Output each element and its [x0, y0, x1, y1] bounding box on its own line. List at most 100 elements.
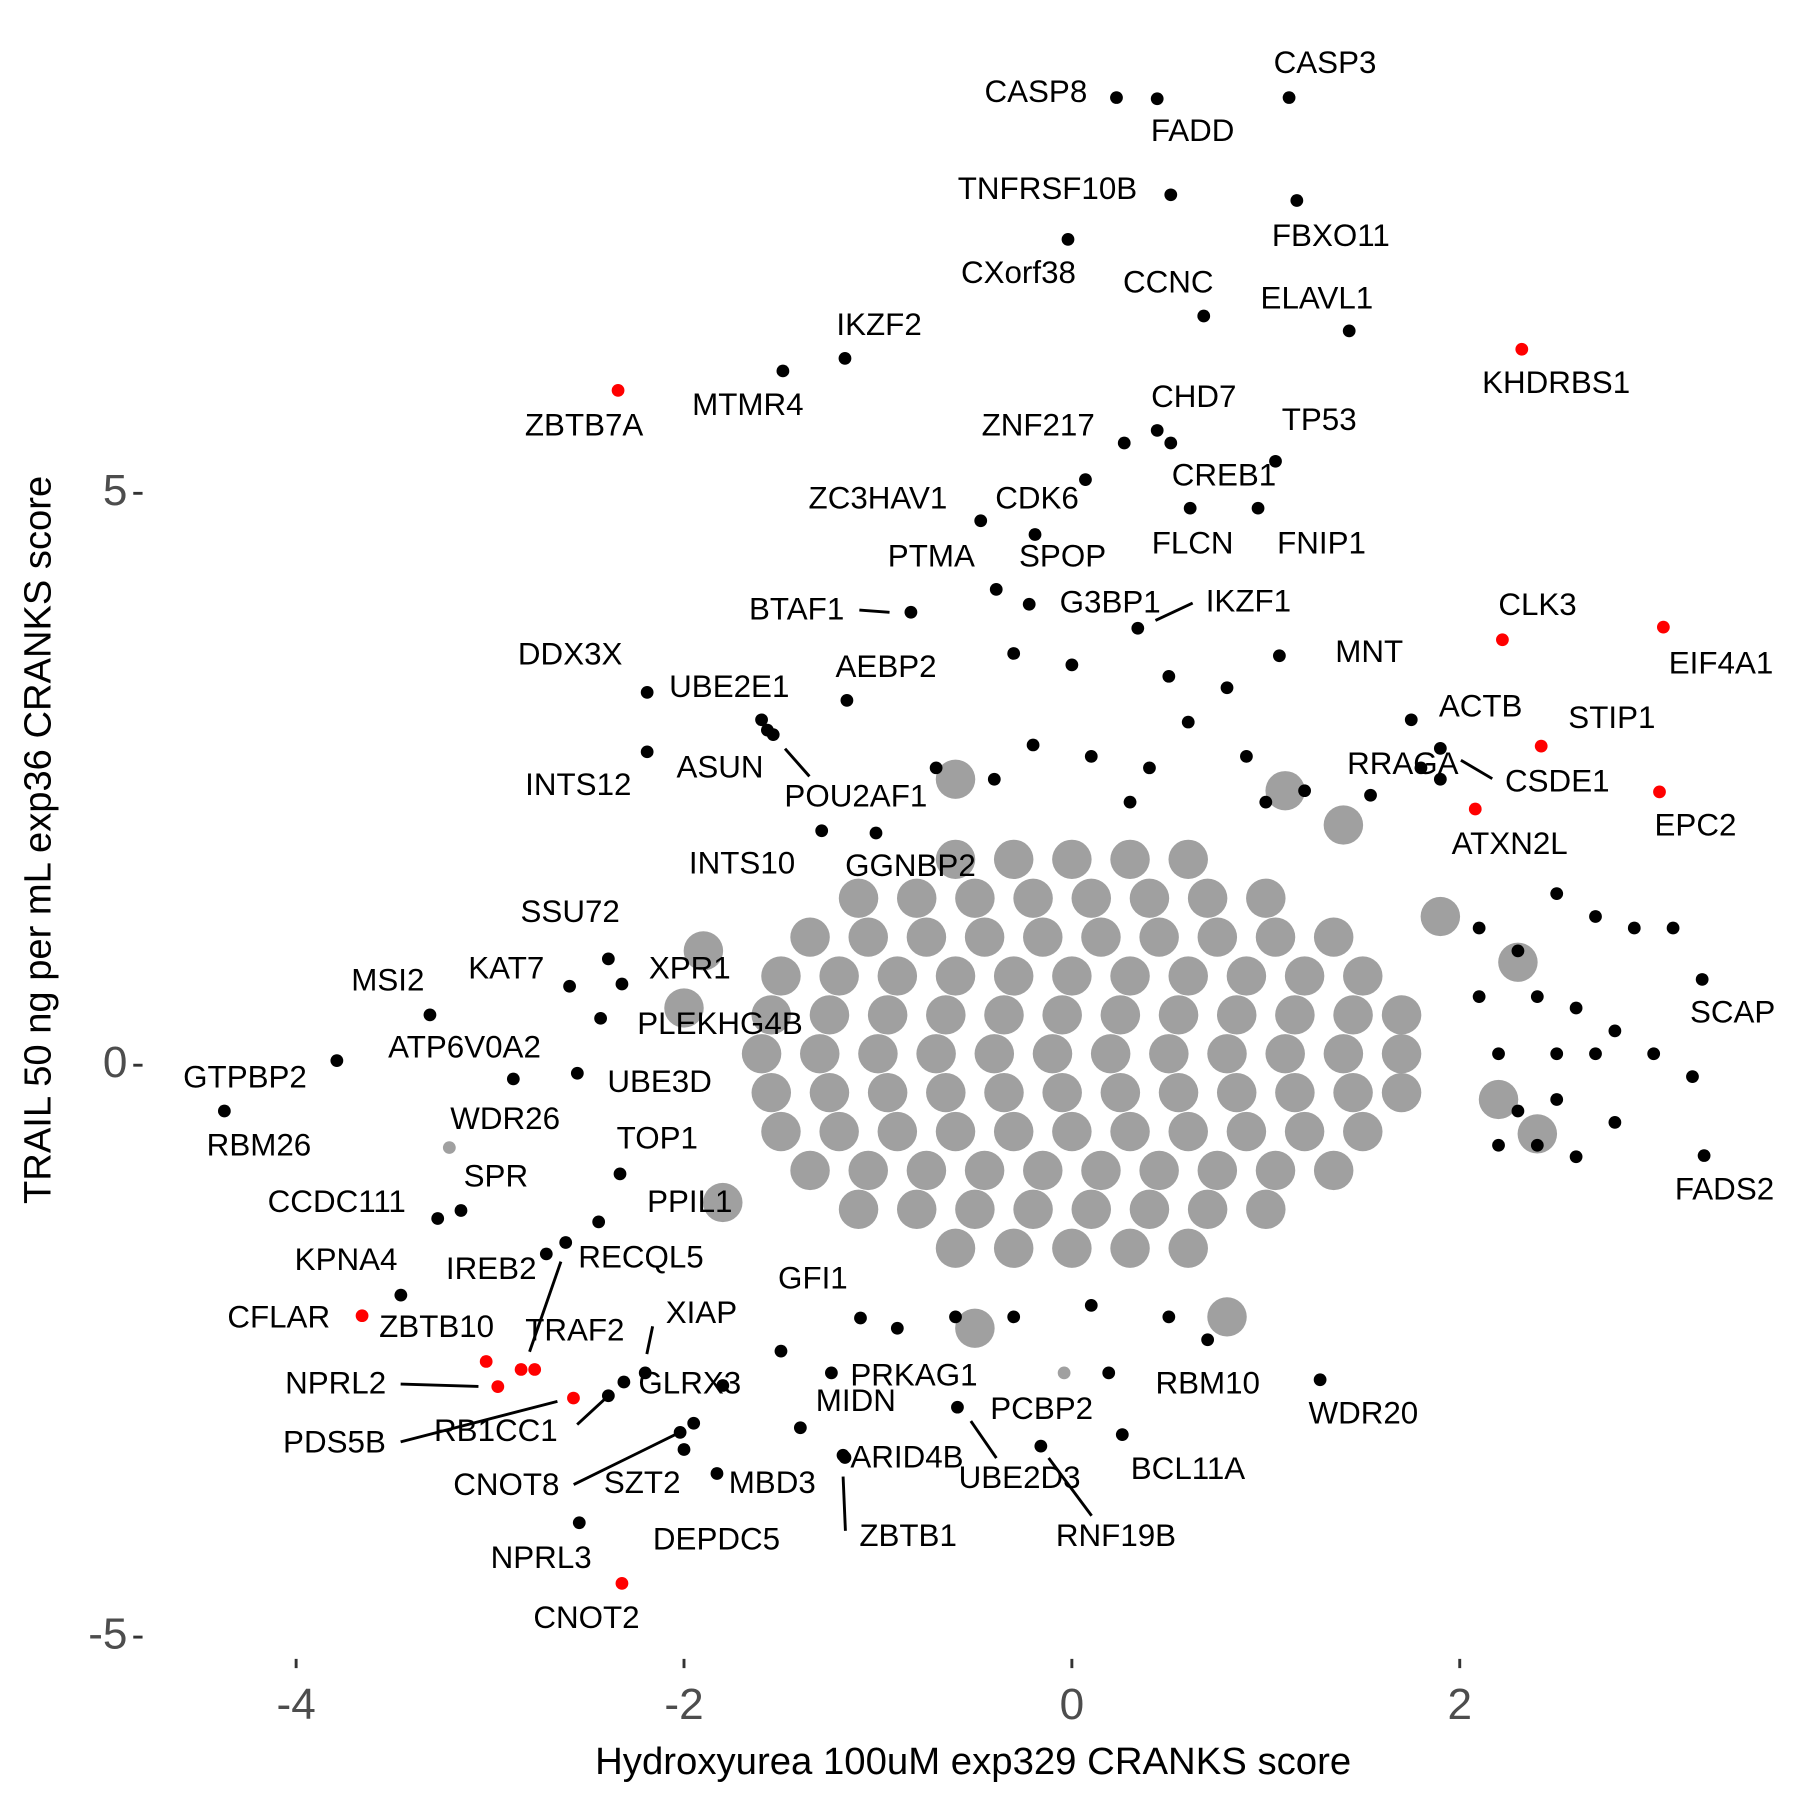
point — [1187, 1189, 1228, 1229]
point — [974, 514, 988, 528]
point — [601, 952, 615, 966]
leader-line — [783, 747, 811, 778]
point-label: CFLAR — [227, 1300, 330, 1335]
point-label: ZBTB7A — [525, 408, 644, 443]
point — [1569, 1150, 1583, 1164]
point — [987, 772, 1001, 786]
leader-line — [573, 1431, 680, 1486]
point-label: ACTB — [1439, 689, 1523, 724]
point-label: IKZF2 — [836, 307, 921, 342]
point — [563, 979, 576, 993]
point — [1255, 917, 1296, 957]
point-label: UBE2E1 — [669, 669, 789, 704]
point — [809, 1073, 850, 1113]
point — [570, 1066, 584, 1080]
point-label: INTS12 — [525, 767, 631, 802]
point — [1381, 1034, 1422, 1074]
point-label: BTAF1 — [749, 591, 844, 626]
point — [1275, 995, 1315, 1035]
point — [993, 956, 1034, 996]
point — [330, 1054, 344, 1067]
y-tick-label: 0 — [103, 1038, 128, 1087]
point — [984, 995, 1024, 1035]
point — [559, 1236, 573, 1249]
point-label: RNF19B — [1056, 1518, 1176, 1553]
point — [1057, 1366, 1071, 1380]
point — [1022, 597, 1036, 611]
point — [1052, 1111, 1092, 1152]
point — [1052, 956, 1092, 996]
point-label: RB1CC1 — [434, 1413, 558, 1448]
point — [1164, 188, 1178, 202]
point-label: ATP6V0A2 — [388, 1029, 541, 1064]
point — [1139, 1150, 1179, 1191]
point — [1259, 795, 1273, 809]
leader-line — [1154, 601, 1194, 622]
point — [1207, 1034, 1247, 1074]
point — [592, 1215, 606, 1229]
point-label: FADD — [1151, 113, 1235, 148]
point — [926, 1073, 966, 1113]
point — [1333, 995, 1373, 1035]
point — [1084, 750, 1098, 763]
point — [951, 1400, 964, 1414]
point-label: CCNC — [1123, 265, 1214, 300]
point — [1110, 1228, 1150, 1268]
point — [955, 1189, 995, 1229]
point — [1342, 324, 1356, 338]
point — [1511, 944, 1525, 958]
point — [394, 1288, 408, 1302]
point — [761, 956, 801, 996]
point-label: IREB2 — [446, 1251, 537, 1286]
point — [1404, 713, 1418, 727]
point — [964, 917, 1005, 957]
point — [1023, 917, 1063, 957]
point-label: GFI1 — [778, 1260, 848, 1295]
point — [838, 1451, 852, 1464]
point — [683, 931, 724, 971]
point-label: ASUN — [676, 750, 763, 785]
point-label: CREB1 — [1172, 457, 1277, 492]
point-label: TP53 — [1282, 402, 1357, 437]
point-label: DEPDC5 — [653, 1522, 780, 1557]
point-label: PDS5B — [283, 1424, 386, 1459]
point — [1226, 1111, 1267, 1152]
point — [751, 995, 792, 1035]
point — [716, 1379, 730, 1392]
point — [539, 1247, 553, 1261]
point-label: G3BP1 — [1060, 585, 1161, 620]
point — [819, 956, 859, 996]
point-label: FLCN — [1152, 526, 1234, 561]
point — [1517, 1114, 1558, 1154]
point — [1265, 771, 1305, 811]
point — [1129, 1189, 1170, 1229]
point-label: RRAGA — [1347, 746, 1459, 781]
point — [1079, 473, 1092, 486]
point — [840, 693, 854, 707]
point — [1168, 839, 1208, 879]
point-label: ZNF217 — [982, 408, 1095, 443]
point-label: EIF4A1 — [1669, 646, 1774, 681]
point — [528, 1363, 542, 1376]
point — [955, 1308, 995, 1348]
x-tick-label: 0 — [1060, 1680, 1085, 1729]
point — [1197, 917, 1238, 957]
point — [423, 1008, 437, 1022]
point — [1275, 1073, 1315, 1113]
point — [1226, 956, 1267, 996]
point — [1052, 1228, 1092, 1268]
leader-line — [1460, 758, 1493, 780]
point — [1102, 1366, 1116, 1380]
point — [1168, 1228, 1208, 1268]
point — [935, 1111, 976, 1152]
point — [1284, 956, 1325, 996]
leader-line — [859, 608, 890, 614]
point-label: CXorf38 — [961, 255, 1076, 290]
point — [1149, 1034, 1189, 1074]
point-label: CNOT8 — [453, 1467, 559, 1502]
point-label: FNIP1 — [1277, 526, 1366, 561]
point — [1272, 649, 1286, 663]
point — [1164, 436, 1178, 450]
point — [640, 745, 654, 759]
point — [1656, 620, 1670, 634]
